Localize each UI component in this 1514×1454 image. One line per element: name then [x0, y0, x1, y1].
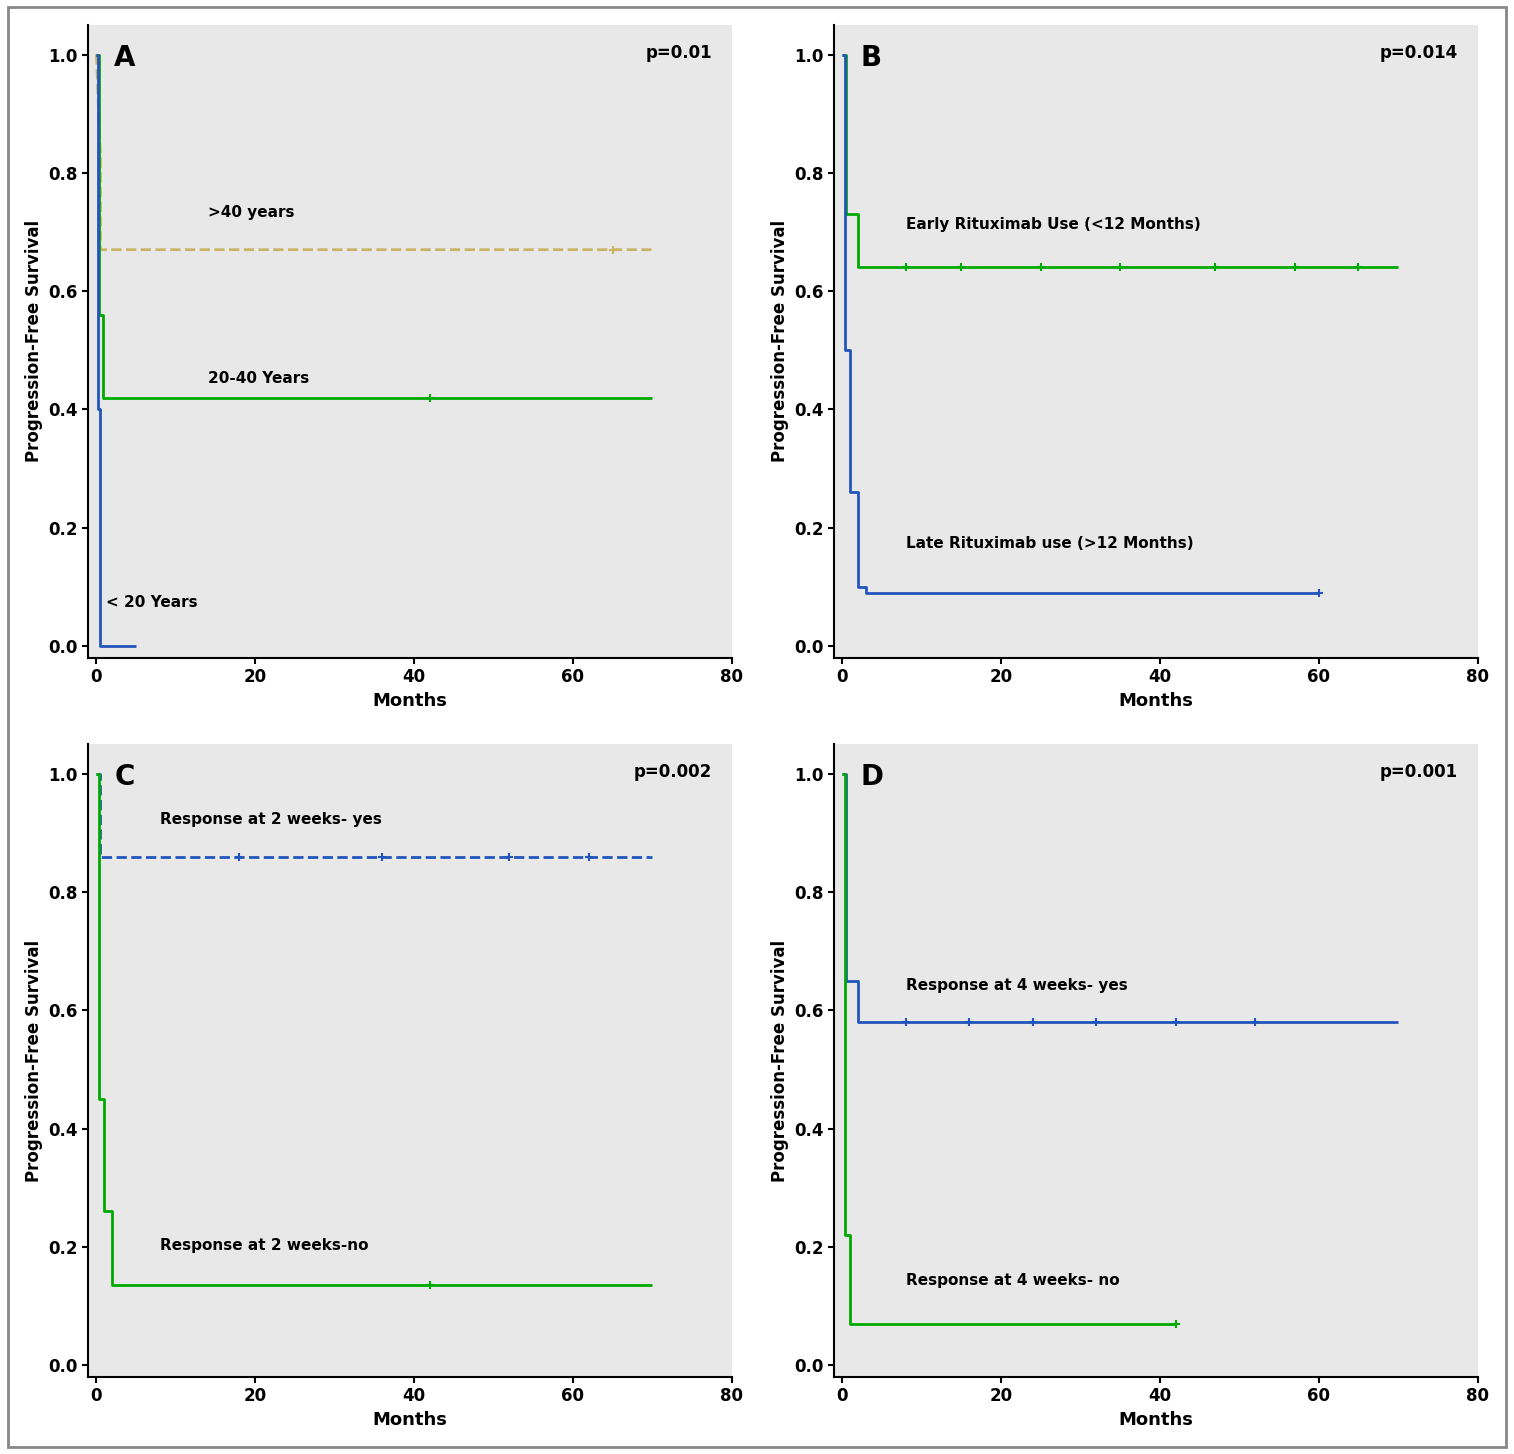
Text: < 20 Years: < 20 Years — [106, 595, 197, 611]
Y-axis label: Progression-Free Survival: Progression-Free Survival — [26, 220, 42, 462]
Text: p=0.014: p=0.014 — [1379, 44, 1458, 63]
X-axis label: Months: Months — [372, 1410, 448, 1429]
Text: Early Rituximab Use (<12 Months): Early Rituximab Use (<12 Months) — [905, 217, 1201, 233]
X-axis label: Months: Months — [1119, 692, 1193, 710]
Text: Response at 2 weeks- yes: Response at 2 weeks- yes — [160, 813, 382, 827]
Text: A: A — [114, 44, 136, 73]
X-axis label: Months: Months — [1119, 1410, 1193, 1429]
Text: D: D — [860, 763, 883, 791]
Text: Response at 4 weeks- yes: Response at 4 weeks- yes — [905, 977, 1128, 993]
Text: Late Rituximab use (>12 Months): Late Rituximab use (>12 Months) — [905, 537, 1193, 551]
Y-axis label: Progression-Free Survival: Progression-Free Survival — [771, 939, 789, 1182]
Text: 20-40 Years: 20-40 Years — [207, 371, 309, 385]
Y-axis label: Progression-Free Survival: Progression-Free Survival — [26, 939, 42, 1182]
Text: p=0.01: p=0.01 — [645, 44, 712, 63]
Text: Response at 2 weeks-no: Response at 2 weeks-no — [160, 1237, 368, 1253]
Text: p=0.001: p=0.001 — [1381, 763, 1458, 781]
Y-axis label: Progression-Free Survival: Progression-Free Survival — [771, 220, 789, 462]
Text: Response at 4 weeks- no: Response at 4 weeks- no — [905, 1274, 1119, 1288]
Text: C: C — [114, 763, 135, 791]
Text: p=0.002: p=0.002 — [634, 763, 712, 781]
Text: B: B — [860, 44, 881, 73]
Text: >40 years: >40 years — [207, 205, 294, 220]
X-axis label: Months: Months — [372, 692, 448, 710]
